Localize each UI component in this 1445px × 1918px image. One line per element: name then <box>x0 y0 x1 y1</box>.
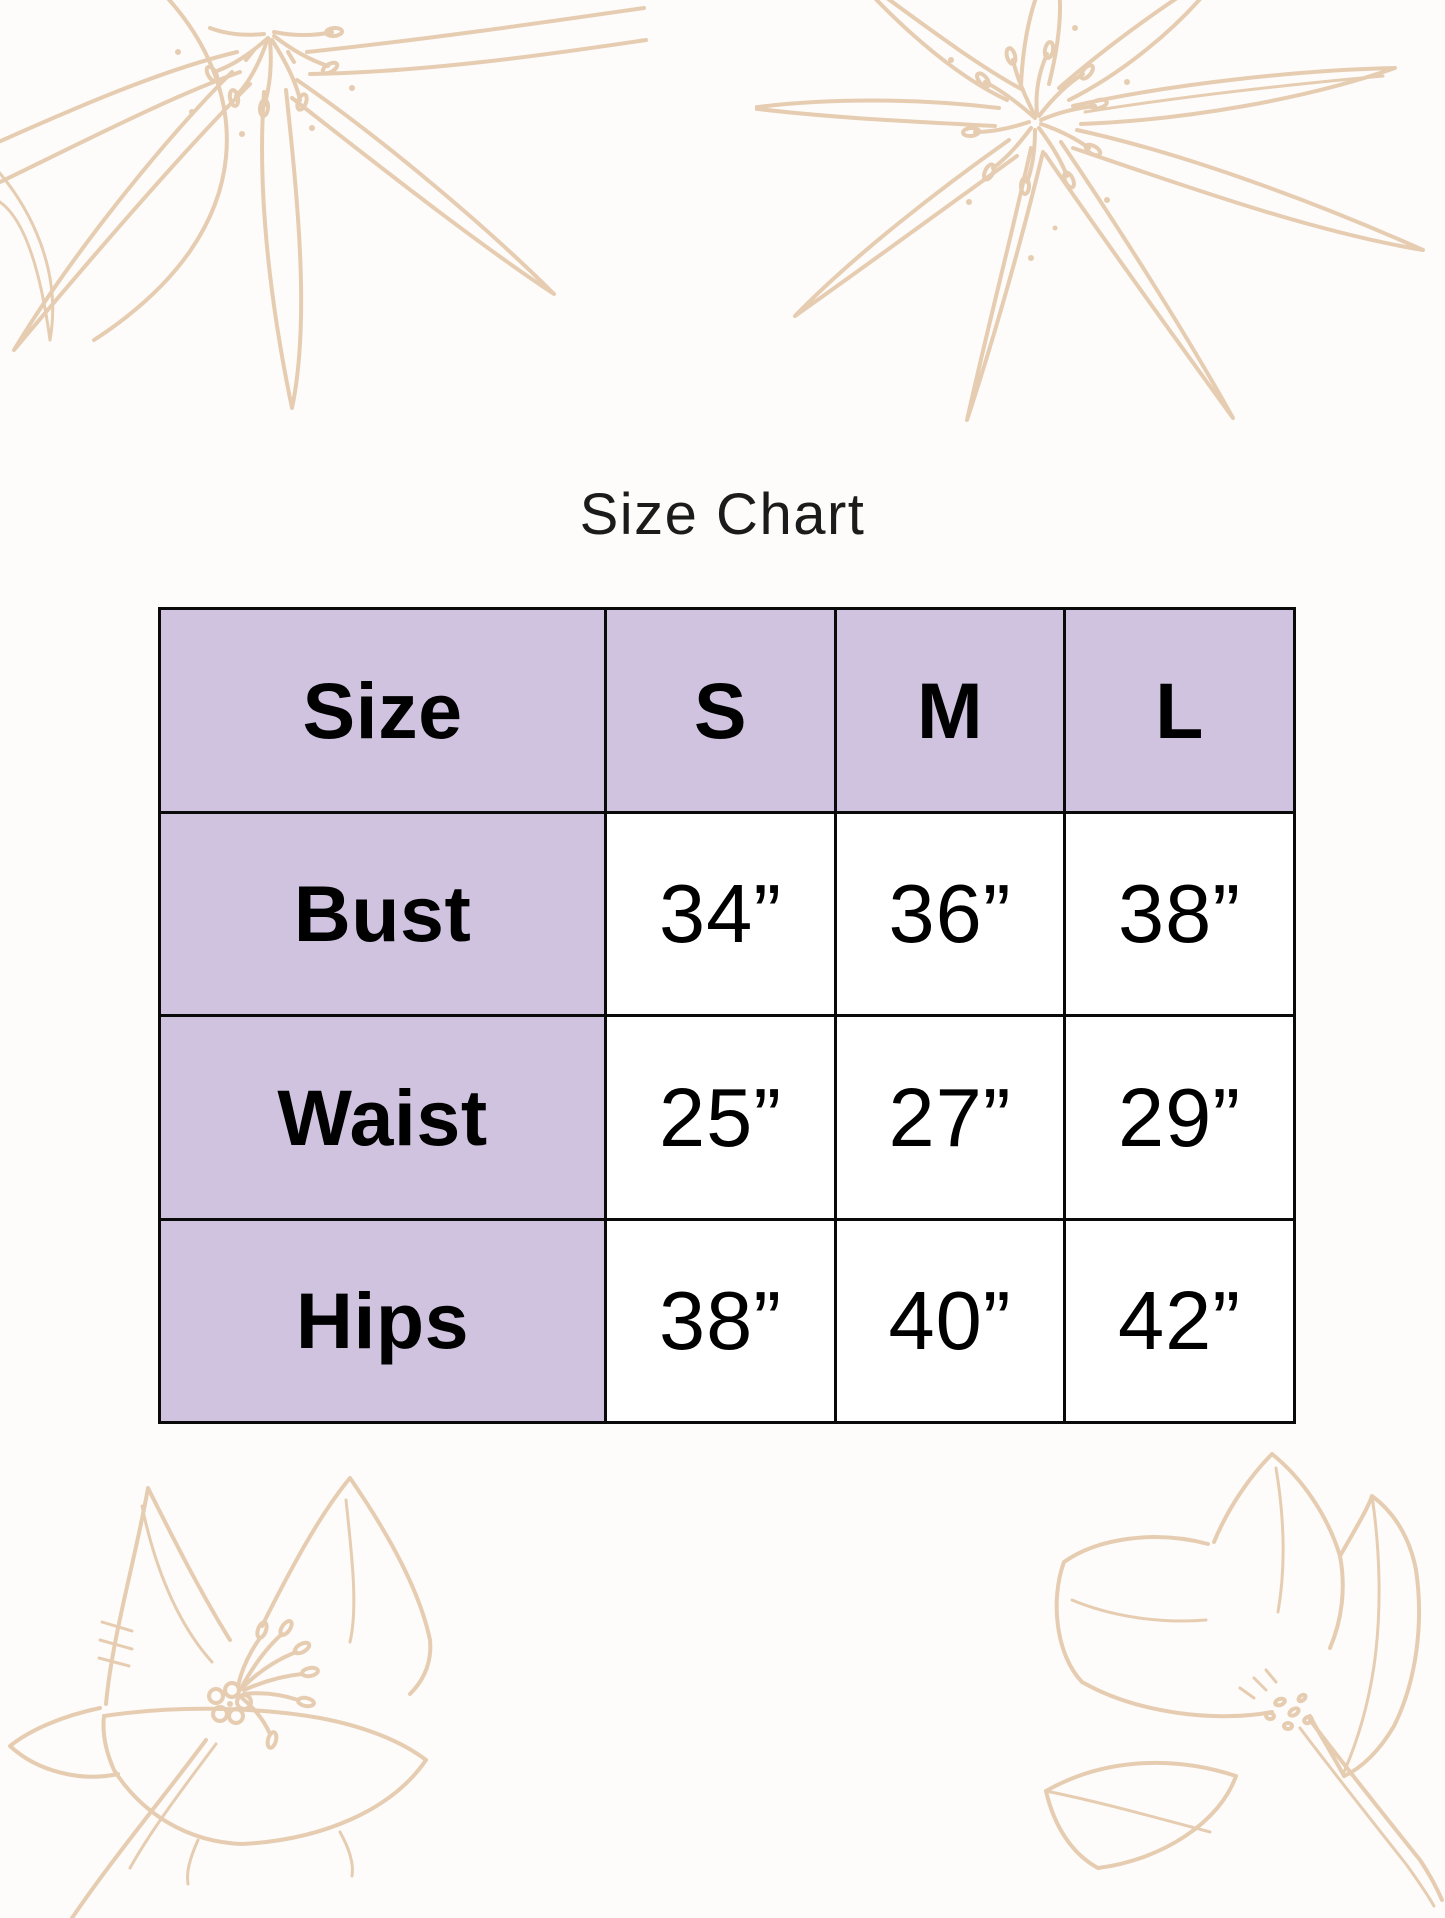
row-label-waist: Waist <box>158 1014 607 1221</box>
page-title: Size Chart <box>579 482 866 547</box>
wild-rose-flower-bottom-right-illustration <box>1044 1452 1444 1908</box>
cell-bust-s: 34” <box>604 810 837 1017</box>
table-row-bust: Bust 34” 36” 38” <box>158 810 1296 1017</box>
table-row-waist: Waist 25” 27” 29” <box>158 1014 1296 1221</box>
table-row-hips: Hips 38” 40” 42” <box>158 1217 1296 1424</box>
header-cell-s: S <box>604 607 837 814</box>
row-label-hips: Hips <box>158 1217 607 1424</box>
poppy-flower-bottom-left-illustration <box>8 1476 433 1918</box>
cell-waist-l: 29” <box>1063 1014 1296 1221</box>
clematis-flower-top-left-illustration <box>0 0 648 410</box>
cell-hips-s: 38” <box>604 1217 837 1424</box>
header-cell-l: L <box>1063 607 1296 814</box>
size-chart-table: Size S M L Bust 34” 36” 38” Waist 25” 27… <box>158 607 1296 1424</box>
cell-hips-l: 42” <box>1063 1217 1296 1424</box>
header-cell-size: Size <box>158 607 607 814</box>
cell-bust-m: 36” <box>834 810 1066 1017</box>
table-header-row: Size S M L <box>158 607 1296 814</box>
cell-waist-s: 25” <box>604 1014 837 1221</box>
row-label-bust: Bust <box>158 810 607 1017</box>
cell-bust-l: 38” <box>1063 810 1296 1017</box>
cell-hips-m: 40” <box>834 1217 1066 1424</box>
clematis-flower-top-right-illustration <box>755 0 1425 422</box>
header-cell-m: M <box>834 607 1066 814</box>
cell-waist-m: 27” <box>834 1014 1066 1221</box>
